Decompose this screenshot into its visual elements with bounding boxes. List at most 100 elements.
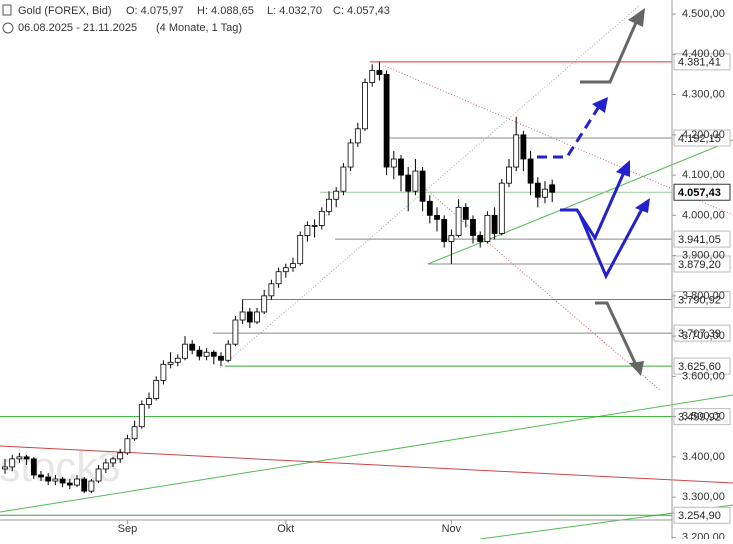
candle-body <box>9 458 16 468</box>
x-tick-label: Nov <box>442 523 462 535</box>
level-box <box>673 506 731 524</box>
candle-body <box>383 74 390 168</box>
level-label: 3.254,90 <box>678 510 721 522</box>
level-label: 3.879,20 <box>678 259 721 271</box>
candle-body <box>66 482 73 486</box>
title: Gold (FOREX, Bid) <box>18 5 112 17</box>
y-tick-label: 3.800,00 <box>682 290 725 302</box>
candle-body <box>441 218 448 242</box>
candle-body <box>182 343 188 359</box>
candle-body <box>261 295 268 313</box>
candle-body <box>102 462 109 470</box>
candle-body <box>304 225 311 236</box>
clock-icon <box>2 22 14 34</box>
candle-body <box>203 351 210 357</box>
candle-body <box>160 363 167 381</box>
candle-body <box>138 404 145 428</box>
candle-body <box>30 458 37 476</box>
candle-body <box>74 478 80 486</box>
candle-body <box>398 158 404 176</box>
candle-body <box>340 166 347 192</box>
level-label: 3.499,92 <box>678 412 721 424</box>
candle-body <box>376 70 383 75</box>
candle-body <box>405 174 412 192</box>
ohlc: O: 4.075,97 <box>126 5 184 17</box>
candle-body <box>498 182 505 234</box>
candle-body <box>390 158 397 168</box>
candle-body <box>520 134 527 160</box>
candle-body <box>527 158 534 184</box>
candle-body <box>434 214 440 220</box>
candle-body <box>38 474 44 478</box>
candle-body <box>282 267 289 273</box>
y-tick-label: 4.500,00 <box>682 8 725 20</box>
date-range: 06.08.2025 - 21.11.2025 <box>18 22 137 34</box>
candle-body <box>354 128 361 144</box>
y-tick-label: 3.900,00 <box>682 250 725 262</box>
candle-body <box>2 466 8 470</box>
level-box <box>673 324 731 342</box>
candle-body <box>455 206 462 236</box>
candle-body <box>239 311 246 321</box>
candle-body <box>290 263 296 269</box>
candle-body <box>117 452 124 460</box>
candle-body <box>232 319 239 345</box>
candle-body <box>110 458 116 464</box>
candle-body <box>491 214 498 234</box>
candle-icon <box>2 4 12 16</box>
ohlc: C: 4.057,43 <box>333 5 390 17</box>
candle-body <box>426 200 433 216</box>
candle-body <box>462 206 469 220</box>
candle-body <box>189 343 196 351</box>
levels: 4.381,41 4.192,15 4.057,43 3.941,05 3.879,20… <box>0 53 731 524</box>
level-box <box>673 291 731 309</box>
candle-body <box>196 349 203 357</box>
candle-body <box>88 480 95 492</box>
level-box <box>673 129 731 147</box>
x-tick-label: Sep <box>118 523 138 535</box>
candle-body <box>124 438 131 454</box>
y-tick-label: 3.200,00 <box>682 531 725 539</box>
candle-body <box>153 379 160 399</box>
candle-body <box>16 456 23 460</box>
candle-body <box>95 468 102 482</box>
candle-body <box>362 82 368 130</box>
candle-body <box>246 311 253 323</box>
level-label: 3.707,39 <box>678 328 721 340</box>
candle-body <box>484 214 491 242</box>
candle-body <box>254 311 260 323</box>
projection-arrows <box>537 8 650 376</box>
candle-body <box>470 218 476 236</box>
candle-body <box>549 184 556 193</box>
candle-body <box>225 343 232 361</box>
candle-body <box>419 170 426 202</box>
candle-body <box>326 198 332 212</box>
y-tick-label: 4.300,00 <box>682 89 725 101</box>
x-tick-label: Okt <box>277 523 294 535</box>
candle-body <box>218 355 224 361</box>
candle-body <box>477 235 484 242</box>
candle-body <box>131 426 138 440</box>
trend-lines <box>0 4 733 540</box>
ohlc: L: 4.032,70 <box>267 5 322 17</box>
y-tick-label: 3.700,00 <box>682 330 725 342</box>
y-tick-label: 4.200,00 <box>682 129 725 141</box>
candle-body <box>333 190 340 200</box>
candle-body <box>412 170 419 192</box>
level-label: 4.381,41 <box>678 57 721 69</box>
level-label: 3.790,92 <box>678 294 721 306</box>
y-tick-label: 4.400,00 <box>682 48 725 60</box>
candle-body <box>448 235 455 242</box>
candles <box>2 61 556 494</box>
candle-body <box>174 357 181 363</box>
candle-body <box>45 476 52 482</box>
candle-body <box>506 166 512 184</box>
level-label: 3.625,60 <box>678 361 721 373</box>
candle-body <box>275 271 282 285</box>
level-box <box>673 230 731 248</box>
candle-body <box>23 456 30 460</box>
y-tick-label: 4.000,00 <box>682 209 725 221</box>
candle-body <box>311 225 318 227</box>
level-box <box>673 357 731 375</box>
